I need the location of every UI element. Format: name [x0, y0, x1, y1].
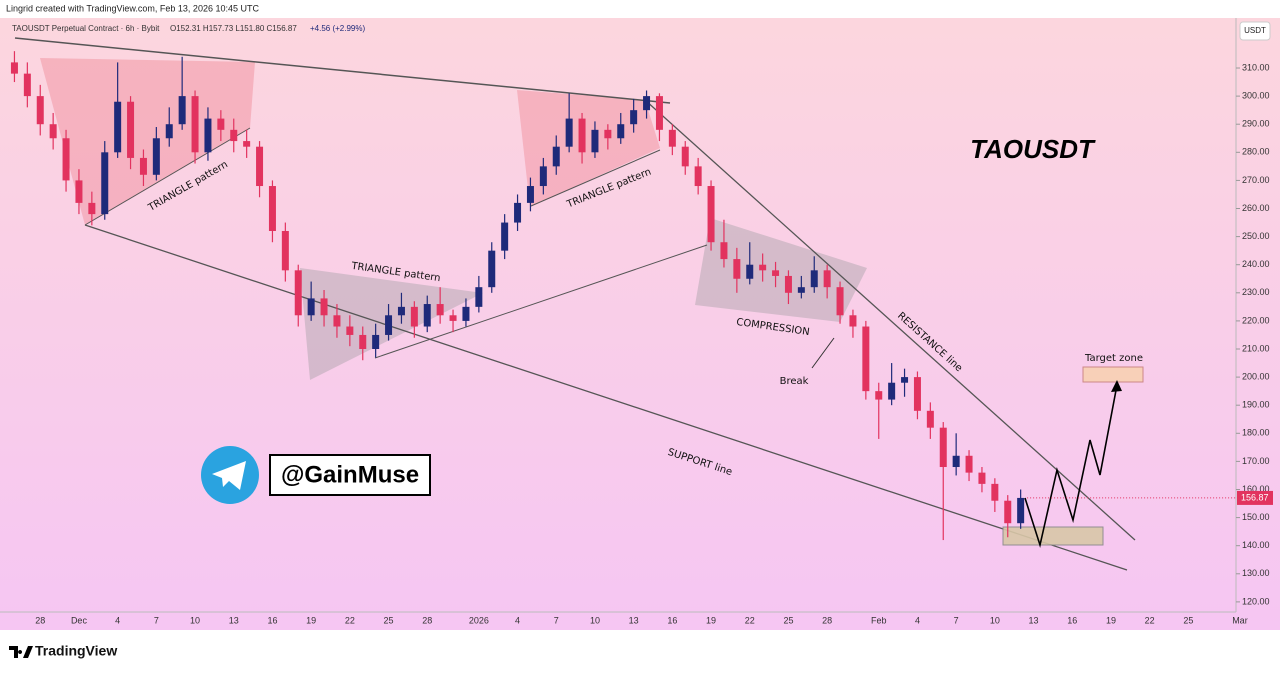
x-tick-label: 7	[554, 615, 559, 625]
y-tick-label: 140.00	[1242, 540, 1270, 550]
tv-logo-mark	[9, 646, 33, 658]
x-tick-label: 7	[954, 615, 959, 625]
target-zone	[1082, 366, 1144, 383]
x-tick-label: 25	[783, 615, 793, 625]
y-tick-label: 220.00	[1242, 315, 1270, 325]
x-tick-label: 10	[590, 615, 600, 625]
ohlc: O152.31 H157.73 L151.80 C156.87	[170, 24, 297, 33]
x-tick-label: 22	[745, 615, 755, 625]
projection-path	[1024, 384, 1118, 549]
x-tick-label: Dec	[71, 615, 88, 625]
x-tick-label: 22	[345, 615, 355, 625]
break-arrow	[811, 337, 835, 369]
arrow-head	[1111, 380, 1122, 392]
x-tick-label: 16	[1067, 615, 1077, 625]
y-tick-label: 150.00	[1242, 512, 1270, 522]
trend-line	[84, 127, 251, 226]
x-tick-label: 16	[267, 615, 277, 625]
y-tick-label: 280.00	[1242, 147, 1270, 157]
y-tick-label: 120.00	[1242, 596, 1270, 606]
x-tick-label: 7	[154, 615, 159, 625]
trend-line	[14, 37, 671, 104]
resistance-line	[644, 99, 1136, 541]
triangle-zone	[40, 58, 255, 225]
trend-line	[374, 244, 708, 359]
x-tick-label: 28	[822, 615, 832, 625]
x-tick-label: 19	[306, 615, 316, 625]
last-price: 156.87	[1241, 492, 1269, 502]
x-tick-label: 28	[35, 615, 45, 625]
y-tick-label: 260.00	[1242, 203, 1270, 213]
y-tick-label: 130.00	[1242, 568, 1270, 578]
x-tick-label: 13	[229, 615, 239, 625]
y-tick-label: 250.00	[1242, 231, 1270, 241]
last-price-box	[1237, 490, 1273, 505]
x-tick-label: Feb	[871, 615, 887, 625]
telegram-plane	[212, 461, 246, 490]
change: +4.56 (+2.99%)	[310, 24, 365, 33]
y-tick-label: 310.00	[1242, 62, 1270, 72]
x-tick-label: 4	[115, 615, 120, 625]
y-tick-label: 160.00	[1242, 484, 1270, 494]
tv-logo	[9, 646, 33, 658]
handle-box	[269, 454, 431, 496]
y-tick-label: 170.00	[1242, 456, 1270, 466]
x-tick-label: 16	[667, 615, 677, 625]
x-tick-label: 19	[1106, 615, 1116, 625]
support-line	[84, 224, 1128, 571]
annotation: Break	[780, 376, 809, 387]
x-tick-label: 10	[190, 615, 200, 625]
triangle-zone	[517, 90, 660, 207]
x-tick-label: 25	[1183, 615, 1193, 625]
credit: Lingrid created with TradingView.com, Fe…	[6, 3, 259, 13]
y-tick-label: 290.00	[1242, 119, 1270, 129]
x-tick-label: 13	[1029, 615, 1039, 625]
x-tick-label: 10	[990, 615, 1000, 625]
y-tick-label: 180.00	[1242, 428, 1270, 438]
y-tick-label: 210.00	[1242, 343, 1270, 353]
x-tick-label: 28	[422, 615, 432, 625]
y-tick-label: 190.00	[1242, 400, 1270, 410]
big-title: TAOUSDT	[970, 134, 1096, 164]
y-tick-label: 230.00	[1242, 287, 1270, 297]
y-tick-label: 200.00	[1242, 371, 1270, 381]
x-tick-label: 22	[1145, 615, 1155, 625]
footer-brand: TradingView	[35, 643, 117, 659]
y-tick-label: 270.00	[1242, 175, 1270, 185]
currency: USDT	[1244, 26, 1266, 35]
compression-zone	[695, 218, 867, 322]
y-tick-label: 240.00	[1242, 259, 1270, 269]
x-tick-label: 4	[515, 615, 520, 625]
handle: @GainMuse	[281, 461, 419, 488]
trend-line	[530, 149, 661, 207]
x-tick-label: 19	[706, 615, 716, 625]
x-tick-label: 13	[629, 615, 639, 625]
y-tick-label: 300.00	[1242, 90, 1270, 100]
x-tick-label: 25	[384, 615, 394, 625]
demand-zone	[1002, 526, 1104, 546]
annotation: Target zone	[1084, 353, 1143, 364]
x-tick-label: 2026	[469, 615, 489, 625]
x-tick-label: Mar	[1232, 615, 1248, 625]
symbol: TAOUSDT Perpetual Contract · 6h · Bybit	[12, 24, 160, 33]
currency-box	[1239, 21, 1271, 41]
x-tick-label: 4	[915, 615, 920, 625]
